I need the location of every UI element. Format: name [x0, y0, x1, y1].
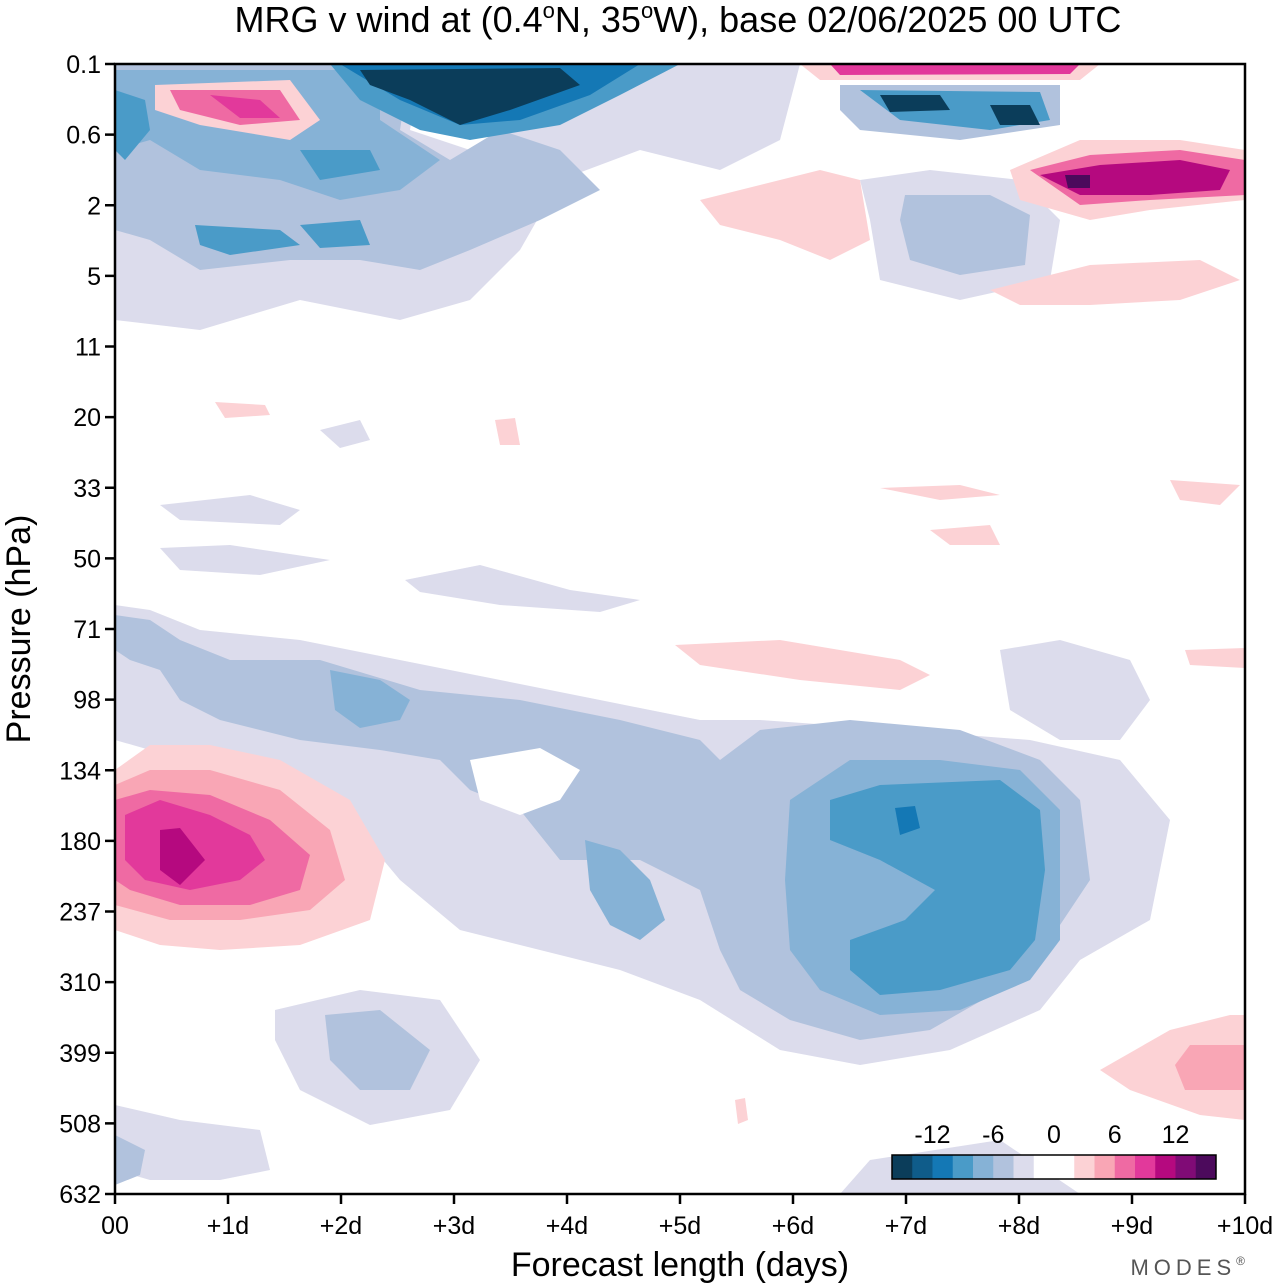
x-tick-label: +9d [1111, 1212, 1153, 1240]
y-tick-label: 20 [73, 404, 101, 432]
contour-blue-darkest [360, 68, 580, 125]
y-tick-label: 2 [87, 192, 101, 220]
colorbar-tick-label: -6 [982, 1121, 1004, 1149]
colorbar: -12 -6 0 6 12 [891, 1121, 1217, 1180]
colorbar-swatch [1175, 1155, 1197, 1179]
contour-blue-bottom-left [115, 1105, 270, 1180]
contour-pink-bottom-right [1100, 1015, 1245, 1120]
y-tick-label: 5 [87, 263, 101, 291]
colorbar-swatch [1074, 1155, 1095, 1179]
y-tick-label: 310 [59, 969, 101, 997]
y-axis: 0.1 0.6 2 5 11 20 33 50 71 98 134 180 237 310 399 508 63… [59, 51, 115, 1209]
contour-blue-upper-6 [300, 220, 370, 248]
contour-blue-bottom-left-2 [115, 1135, 145, 1185]
x-axis-label: Forecast length (days) [511, 1246, 849, 1284]
colorbar-swatch [1195, 1155, 1217, 1179]
contour-field [115, 64, 1245, 1194]
contour-blue-small-1 [320, 420, 370, 448]
x-tick-label: +3d [433, 1212, 475, 1240]
y-tick-label: 50 [73, 545, 101, 573]
contour-blue-small-3 [405, 565, 640, 612]
colorbar-swatch [1094, 1155, 1116, 1179]
contour-blue-hole [470, 748, 580, 815]
contour-pink-right-core [1065, 175, 1090, 188]
x-tick-label: +4d [546, 1212, 588, 1240]
contour-blue-upper-right-dark2 [990, 105, 1040, 125]
colorbar-swatch [1155, 1155, 1176, 1179]
colorbar-swatch [1033, 1155, 1055, 1179]
contour-blue-upper-4 [300, 150, 380, 180]
contour-blue-upper-right-dark [880, 95, 950, 112]
colorbar-swatch [952, 1155, 974, 1179]
x-tick-label: +7d [885, 1212, 927, 1240]
chart-title: MRG v wind at (0.4oN, 35oW), base 02/06/… [235, 0, 1122, 40]
x-tick-label: +10d [1217, 1212, 1273, 1240]
contour-blue-small-4 [160, 545, 330, 575]
contour-blue-trop-5 [830, 780, 1045, 995]
y-tick-label: 11 [75, 334, 101, 362]
x-tick-label: +5d [659, 1212, 701, 1240]
contour-blue-trop-3 [585, 840, 665, 940]
contour-blue-upper-5 [195, 225, 300, 255]
y-tick-label: 0.1 [66, 51, 101, 79]
contour-pink-trop-left-core [160, 828, 205, 885]
x-tick-label: +6d [772, 1212, 814, 1240]
contour-pink-mid-upper [700, 170, 870, 260]
y-axis-label: Pressure (hPa) [0, 515, 38, 744]
colorbar-frame [891, 1154, 1217, 1180]
colorbar-swatch [1114, 1155, 1136, 1179]
colorbar-swatch [973, 1155, 994, 1179]
y-tick-label: 237 [59, 899, 101, 927]
y-tick-label: 33 [73, 475, 101, 503]
contour-pink-small-4 [215, 402, 270, 418]
y-tick-label: 71 [73, 616, 101, 644]
x-tick-label: +2d [320, 1212, 362, 1240]
contour-blue-right-block [900, 195, 1030, 275]
contour-pink-top-right-2 [830, 64, 1080, 75]
y-tick-label: 0.6 [66, 122, 101, 150]
colorbar-tick-label: 12 [1162, 1121, 1190, 1149]
contour-blue-trop-core [895, 806, 920, 835]
y-tick-label: 399 [59, 1040, 101, 1068]
y-tick-label: 632 [59, 1181, 101, 1209]
contour-pink-upper-left-3 [210, 95, 280, 118]
colorbar-swatch [912, 1155, 933, 1179]
contour-blue-lower-left-2 [325, 1010, 430, 1090]
y-tick-label: 134 [59, 757, 101, 785]
colorbar-swatch [1013, 1155, 1035, 1179]
colorbar-swatch [1054, 1155, 1075, 1179]
colorbar-swatch [892, 1155, 913, 1179]
x-tick-label: +8d [998, 1212, 1040, 1240]
contour-pink-small-5 [495, 418, 520, 445]
contour-blue-upper-3 [115, 90, 150, 160]
contour-pink-right-71 [1185, 648, 1245, 668]
contour-blue-small-2 [160, 495, 300, 525]
colorbar-tick-label: -12 [914, 1121, 950, 1149]
colorbar-tick-label: 6 [1108, 1121, 1122, 1149]
contour-pink-strat-low [990, 260, 1240, 305]
colorbar-swatch [932, 1155, 954, 1179]
colorbar-tick-label: 0 [1047, 1121, 1061, 1149]
contour-pink-bottom-right-2 [1175, 1045, 1245, 1090]
contour-pink-small-3 [930, 525, 1000, 545]
contour-pink-small-2 [1170, 480, 1240, 505]
contour-pink-small-1 [880, 485, 1000, 500]
x-tick-label: 00 [101, 1212, 129, 1240]
modes-logo: MODES® [1130, 1254, 1250, 1280]
y-tick-label: 508 [59, 1110, 101, 1138]
contour-blue-trop-2 [330, 670, 410, 728]
contour-pink-trop-71 [675, 640, 930, 690]
colorbar-swatch [993, 1155, 1014, 1179]
colorbar-swatch [1135, 1155, 1156, 1179]
contour-blue-right-98 [1000, 640, 1150, 740]
x-tick-label: +1d [207, 1212, 249, 1240]
y-tick-label: 98 [73, 687, 101, 715]
x-axis: 00 +1d +2d +3d +4d +5d +6d +7d +8d +9d +10d [101, 1194, 1273, 1240]
contour-pink-small-6 [735, 1098, 748, 1124]
y-tick-label: 180 [59, 828, 101, 856]
